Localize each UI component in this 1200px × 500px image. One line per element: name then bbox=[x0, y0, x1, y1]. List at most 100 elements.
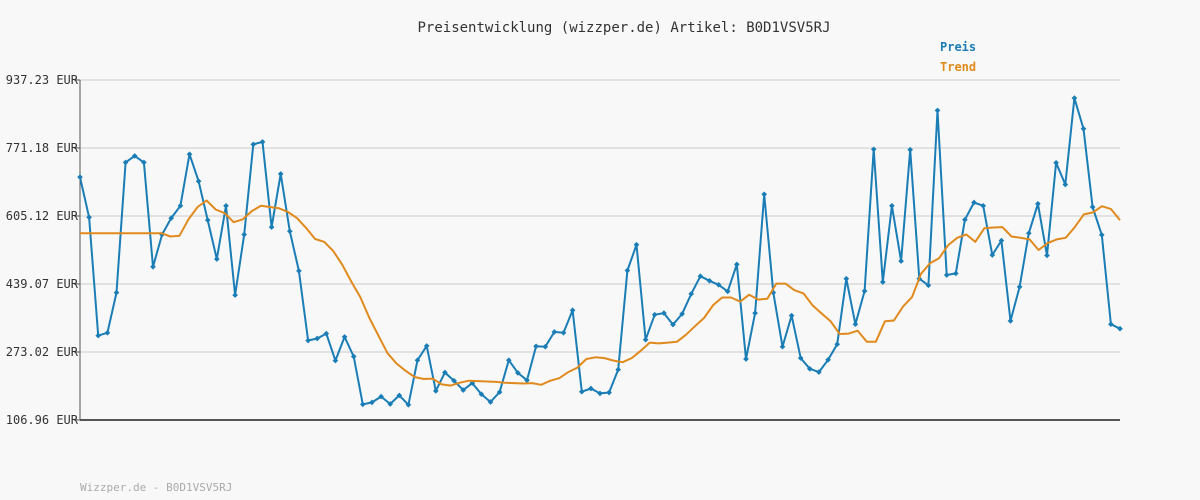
data-point bbox=[989, 252, 996, 258]
data-point bbox=[1053, 159, 1059, 166]
data-point bbox=[733, 261, 740, 268]
data-point bbox=[341, 334, 348, 340]
data-point bbox=[277, 171, 284, 177]
data-point bbox=[761, 191, 768, 198]
data-point bbox=[323, 330, 330, 337]
data-point bbox=[478, 391, 485, 398]
data-point bbox=[788, 312, 795, 319]
data-point bbox=[250, 141, 257, 148]
data-point bbox=[442, 369, 448, 376]
data-point bbox=[971, 199, 977, 206]
y-tick-label: 439.07 EUR bbox=[6, 277, 79, 291]
data-point bbox=[131, 153, 138, 159]
data-point bbox=[898, 258, 904, 264]
data-point bbox=[405, 401, 412, 408]
data-point bbox=[1062, 181, 1069, 188]
data-point bbox=[1044, 252, 1050, 259]
data-point bbox=[1016, 284, 1023, 290]
data-point bbox=[597, 390, 603, 397]
data-point bbox=[487, 399, 494, 405]
data-point bbox=[651, 311, 658, 318]
y-tick-label: 273.02 EUR bbox=[6, 345, 79, 359]
data-point bbox=[852, 321, 859, 328]
data-point bbox=[743, 356, 749, 362]
legend-preis: Preis bbox=[940, 40, 976, 54]
data-point bbox=[1071, 95, 1078, 101]
data-point bbox=[715, 281, 722, 288]
data-point bbox=[77, 174, 83, 180]
data-point bbox=[314, 335, 321, 342]
data-point bbox=[934, 107, 941, 114]
data-point bbox=[816, 369, 822, 375]
data-point bbox=[113, 289, 120, 296]
data-point bbox=[1025, 230, 1032, 237]
legend-trend: Trend bbox=[940, 60, 976, 74]
y-tick-label: 605.12 EUR bbox=[6, 209, 79, 223]
data-point bbox=[1080, 125, 1087, 132]
data-point bbox=[925, 282, 932, 289]
data-point bbox=[524, 377, 530, 384]
y-tick-label: 771.18 EUR bbox=[6, 141, 79, 155]
data-point bbox=[633, 241, 640, 248]
data-point bbox=[350, 353, 357, 360]
data-point bbox=[533, 343, 539, 350]
data-point bbox=[697, 273, 704, 280]
data-point bbox=[95, 332, 102, 339]
data-point bbox=[752, 310, 758, 316]
data-point bbox=[378, 393, 384, 400]
data-point bbox=[724, 288, 731, 295]
data-point bbox=[195, 178, 202, 185]
data-point bbox=[223, 202, 229, 209]
data-point bbox=[86, 214, 92, 221]
data-point bbox=[396, 392, 403, 399]
data-point bbox=[296, 268, 302, 274]
data-point bbox=[1098, 232, 1105, 238]
data-point bbox=[150, 263, 156, 270]
data-point bbox=[1117, 325, 1123, 332]
data-point bbox=[496, 389, 503, 395]
data-point bbox=[213, 256, 220, 262]
data-point bbox=[505, 357, 512, 364]
data-point bbox=[615, 366, 622, 373]
data-point bbox=[952, 270, 959, 277]
data-point bbox=[414, 357, 421, 364]
data-point bbox=[606, 389, 612, 396]
y-tick-label: 106.96 EUR bbox=[6, 413, 79, 427]
data-point bbox=[980, 202, 987, 209]
data-point bbox=[560, 329, 567, 336]
series-line-trend bbox=[80, 199, 1121, 387]
series-line-preis bbox=[79, 97, 1121, 406]
data-point bbox=[642, 336, 649, 343]
data-point bbox=[423, 343, 430, 349]
data-point bbox=[688, 291, 695, 297]
data-point bbox=[797, 355, 804, 361]
axis-layer: 106.96 EUR 273.02 EUR 439.07 EUR 605.12 EUR… bbox=[6, 73, 1120, 427]
data-point bbox=[889, 202, 895, 209]
data-point bbox=[551, 329, 558, 335]
data-point bbox=[122, 159, 129, 166]
footer-text: Wizzper.de - B0D1VSV5RJ bbox=[80, 481, 232, 494]
data-point bbox=[286, 228, 293, 235]
data-point bbox=[232, 292, 238, 298]
data-point bbox=[943, 272, 950, 278]
data-point bbox=[332, 357, 339, 364]
data-point bbox=[104, 329, 111, 336]
data-point bbox=[542, 343, 549, 350]
data-point bbox=[305, 337, 311, 344]
data-point bbox=[369, 399, 375, 406]
data-point bbox=[870, 146, 877, 153]
data-point bbox=[204, 217, 211, 223]
chart-title: Preisentwicklung (wizzper.de) Artikel: B… bbox=[417, 20, 830, 36]
data-point bbox=[679, 311, 685, 317]
y-tick-label: 937.23 EUR bbox=[6, 73, 79, 87]
data-point bbox=[806, 365, 813, 372]
data-point bbox=[1035, 200, 1041, 207]
data-point bbox=[825, 356, 831, 363]
data-point bbox=[706, 277, 713, 284]
data-point bbox=[861, 288, 868, 294]
data-point bbox=[907, 146, 914, 153]
data-point bbox=[843, 275, 850, 282]
data-point bbox=[670, 321, 676, 328]
